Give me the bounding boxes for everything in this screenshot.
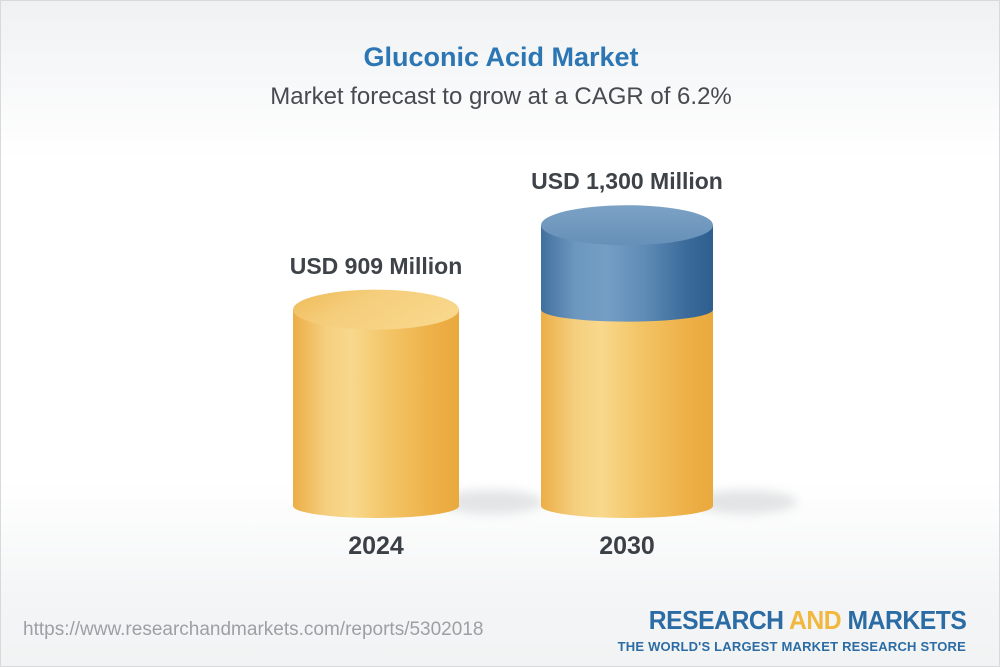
logo-word-markets: MARKETS xyxy=(847,605,966,635)
blue-bottom-bulge xyxy=(541,297,713,322)
value-label-2024: USD 909 Million xyxy=(289,253,463,279)
axis-label-2030: 2030 xyxy=(599,532,655,560)
page-title: Gluconic Acid Market xyxy=(363,42,639,72)
brand-logo-wordmark: RESEARCH AND MARKETS xyxy=(635,605,966,636)
gold-segment xyxy=(293,309,459,506)
logo-word-and: AND xyxy=(788,605,842,635)
cylinder-shadow xyxy=(693,490,797,514)
blue-top-face xyxy=(541,205,713,246)
axis-label-2024: 2024 xyxy=(348,532,404,560)
cylinder-shadow xyxy=(439,490,543,514)
source-url-link[interactable]: https://www.researchandmarkets.com/repor… xyxy=(23,619,484,640)
value-label-2030: USD 1,300 Million xyxy=(531,168,723,194)
logo-word-research: RESEARCH xyxy=(648,605,784,635)
gold-segment xyxy=(541,309,713,506)
chart-header: Gluconic Acid Market Market forecast to … xyxy=(1,41,999,111)
page-subtitle: Market forecast to grow at a CAGR of 6.2… xyxy=(270,83,732,110)
brand-logo: RESEARCH AND MARKETS THE WORLD'S LARGEST… xyxy=(617,605,967,654)
gold-top-face xyxy=(293,289,459,330)
brand-tagline: THE WORLD'S LARGEST MARKET RESEARCH STOR… xyxy=(617,639,966,654)
